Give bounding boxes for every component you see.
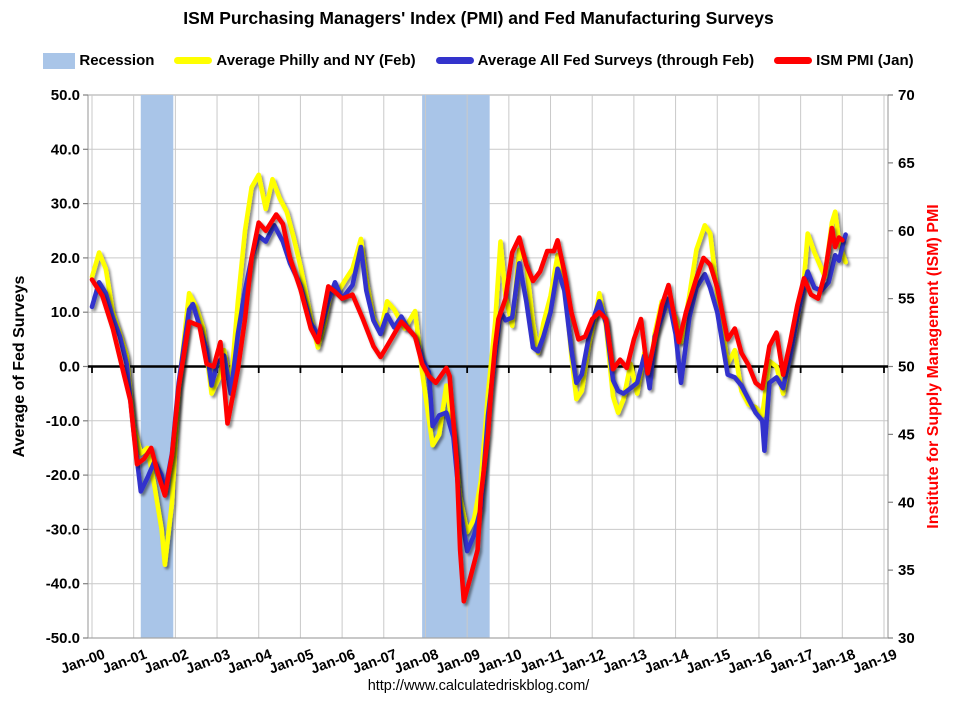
red-line-swatch-icon	[774, 57, 813, 64]
x-axis-tick-labels: Jan-00Jan-01Jan-02Jan-03Jan-04Jan-05Jan-…	[59, 647, 900, 678]
svg-text:40: 40	[898, 494, 915, 511]
yellow-line-swatch-icon	[174, 57, 213, 64]
series-ism-pmi-jan-	[89, 212, 845, 604]
page-title: ISM Purchasing Managers' Index (PMI) and…	[183, 8, 774, 28]
svg-text:-10.0: -10.0	[46, 413, 80, 430]
left-axis-tick-labels: 50.0 40.0 30.0 20.0 10.0 0.0 -10.0 -20.0 -30.0 -4…	[46, 87, 80, 647]
svg-text:0.0: 0.0	[59, 359, 80, 376]
recession-swatch-icon	[43, 52, 76, 69]
legend-item-all-fed: Average All Fed Surveys (through Feb)	[435, 52, 755, 69]
axis-tick-marks	[83, 94, 893, 639]
svg-text:50.0: 50.0	[51, 87, 80, 104]
svg-text:20.0: 20.0	[51, 250, 80, 267]
svg-text:45: 45	[898, 426, 915, 443]
legend-item-philly-ny: Average Philly and NY (Feb)	[174, 52, 416, 69]
legend-label: Average All Fed Surveys (through Feb)	[477, 52, 755, 69]
svg-text:-40.0: -40.0	[46, 576, 80, 593]
legend-item-ism-pmi: ISM PMI (Jan)	[774, 52, 914, 69]
right-axis-tick-labels: 70 65 60 55 50 45 40 35 30	[898, 87, 915, 647]
svg-text:55: 55	[898, 291, 915, 308]
svg-text:50: 50	[898, 359, 915, 376]
legend-label: Average Philly and NY (Feb)	[216, 52, 416, 69]
svg-text:70: 70	[898, 87, 915, 104]
left-axis-title: Average of Fed Surveys	[11, 276, 28, 458]
svg-text:40.0: 40.0	[51, 141, 80, 158]
svg-text:10.0: 10.0	[51, 304, 80, 321]
svg-text:60: 60	[898, 223, 915, 240]
chart-legend: Recession Average Philly and NY (Feb) Av…	[0, 52, 957, 69]
svg-text:Jan-19: Jan-19	[851, 647, 900, 678]
svg-text:35: 35	[898, 562, 915, 579]
legend-item-recession: Recession	[43, 52, 154, 69]
legend-label: Recession	[79, 52, 155, 69]
axis-titles: Average of Fed Surveys Institute for Supp…	[11, 204, 942, 528]
legend-label: ISM PMI (Jan)	[816, 52, 914, 69]
svg-text:65: 65	[898, 155, 915, 172]
svg-text:30.0: 30.0	[51, 196, 80, 213]
svg-text:30: 30	[898, 630, 915, 647]
footer-url: http://www.calculatedriskblog.com/	[367, 678, 590, 694]
svg-text:-20.0: -20.0	[46, 467, 80, 484]
blue-line-swatch-icon	[435, 57, 474, 64]
svg-text:-50.0: -50.0	[46, 630, 80, 647]
right-axis-title: Institute for Supply Management (ISM) PM…	[925, 204, 942, 528]
svg-text:-30.0: -30.0	[46, 521, 80, 538]
